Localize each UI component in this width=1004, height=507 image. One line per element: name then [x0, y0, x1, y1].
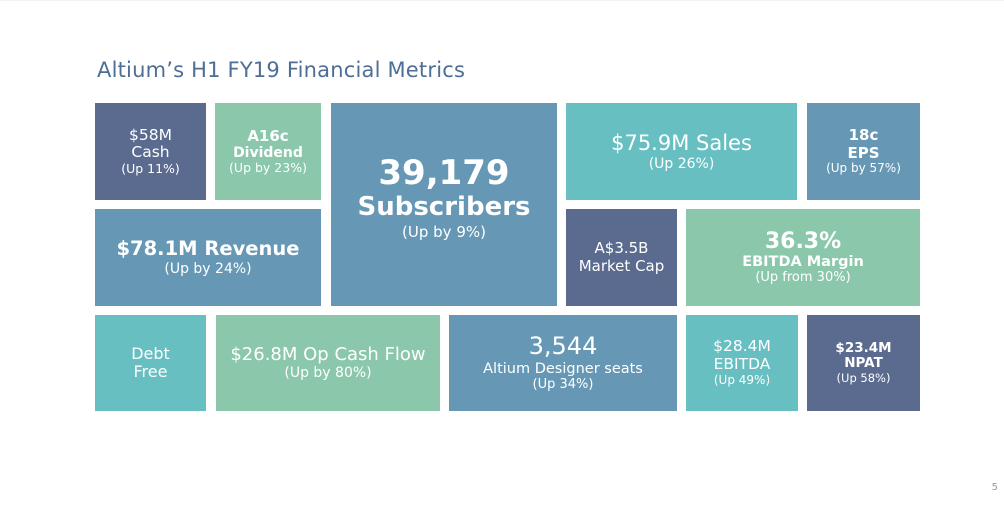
sales-value: $75.9M Sales — [611, 131, 752, 156]
npat-value: $23.4M — [835, 339, 892, 356]
npat-change: (Up 58%) — [836, 370, 891, 385]
dividend-value: A16c — [247, 126, 289, 145]
top-divider — [0, 0, 1004, 1]
designer-seats-label: Altium Designer seats — [483, 360, 643, 377]
slide-title: Altium’s H1 FY19 Financial Metrics — [97, 58, 466, 82]
op-cash-flow-value: $26.8M Op Cash Flow — [230, 343, 426, 365]
market-cap-label: Market Cap — [578, 256, 665, 275]
subscribers-tile: 39,179 Subscribers (Up by 9%) — [331, 103, 557, 306]
ebitda-label: EBITDA — [713, 355, 771, 374]
revenue-value: $78.1M Revenue — [116, 237, 300, 261]
ebitda-value: $28.4M — [713, 337, 771, 356]
dividend-label: Dividend — [233, 144, 303, 161]
debt-free-tile: Debt Free — [95, 315, 206, 411]
revenue-change: (Up by 24%) — [164, 260, 252, 277]
designer-seats-value: 3,544 — [528, 332, 598, 361]
npat-tile: $23.4M NPAT (Up 58%) — [807, 315, 920, 411]
op-cash-flow-change: (Up by 80%) — [284, 365, 372, 382]
market-cap-value: A$3.5B — [594, 239, 649, 258]
subscribers-value: 39,179 — [378, 153, 510, 193]
revenue-tile: $78.1M Revenue (Up by 24%) — [95, 209, 321, 306]
dividend-tile: A16c Dividend (Up by 23%) — [215, 103, 321, 200]
dividend-change: (Up by 23%) — [229, 159, 307, 175]
eps-change: (Up by 57%) — [826, 160, 901, 175]
ebitda-tile: $28.4M EBITDA (Up 49%) — [686, 315, 798, 411]
debt-free-line1: Debt — [131, 343, 170, 363]
designer-seats-tile: 3,544 Altium Designer seats (Up 34%) — [449, 315, 677, 411]
cash-tile: $58M Cash (Up 11%) — [95, 103, 206, 200]
ebitda-change: (Up 49%) — [713, 372, 771, 387]
npat-label: NPAT — [844, 355, 883, 372]
sales-change: (Up 26%) — [648, 155, 715, 172]
op-cash-flow-tile: $26.8M Op Cash Flow (Up by 80%) — [216, 315, 440, 411]
sales-tile: $75.9M Sales (Up 26%) — [566, 103, 797, 200]
page-number: 5 — [991, 482, 998, 493]
ebitda-margin-change: (Up from 30%) — [755, 270, 851, 286]
cash-change: (Up 11%) — [121, 161, 180, 177]
subscribers-label: Subscribers — [357, 192, 531, 223]
ebitda-margin-value: 36.3% — [764, 229, 842, 255]
cash-value: $58M — [129, 125, 172, 144]
eps-tile: 18c EPS (Up by 57%) — [807, 103, 920, 200]
market-cap-tile: A$3.5B Market Cap — [566, 209, 677, 306]
ebitda-margin-tile: 36.3% EBITDA Margin (Up from 30%) — [686, 209, 920, 306]
debt-free-line2: Free — [133, 362, 168, 381]
designer-seats-change: (Up 34%) — [532, 376, 594, 392]
subscribers-change: (Up by 9%) — [402, 222, 486, 241]
ebitda-margin-label: EBITDA Margin — [742, 254, 864, 271]
eps-value: 18c — [848, 126, 879, 145]
cash-label: Cash — [131, 143, 170, 162]
eps-label: EPS — [847, 143, 880, 162]
